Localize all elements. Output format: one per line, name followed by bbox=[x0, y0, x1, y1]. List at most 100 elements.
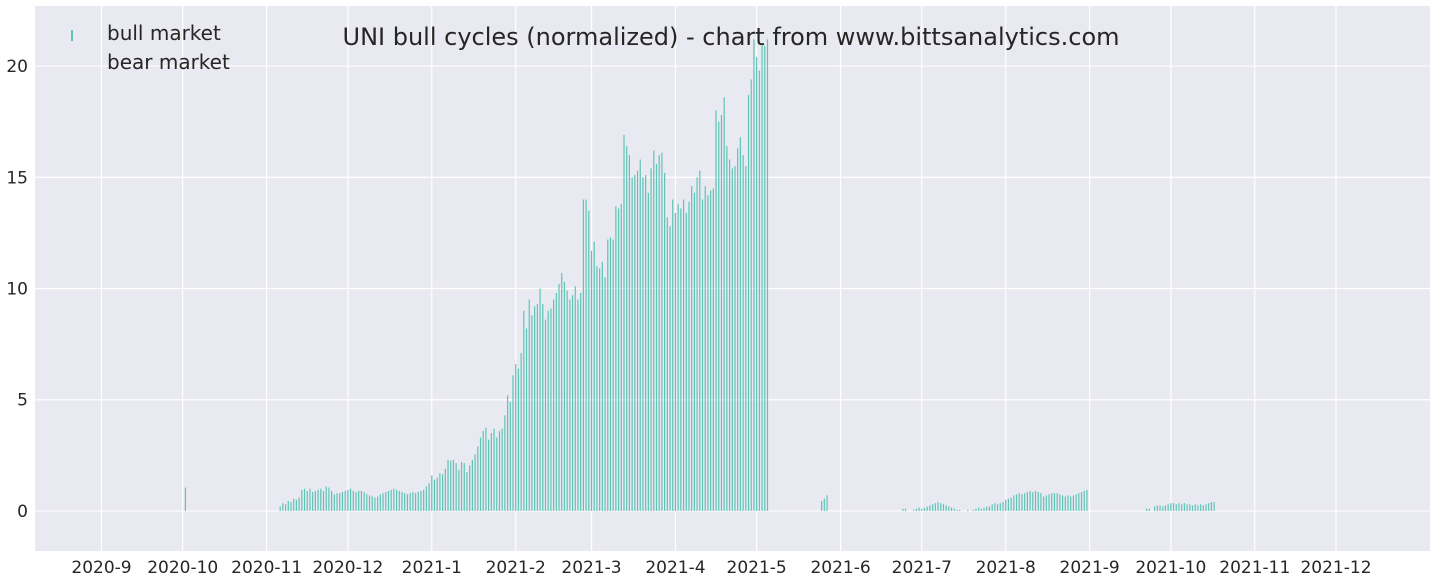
bull-bar bbox=[1159, 505, 1161, 511]
bull-bar bbox=[574, 286, 576, 511]
bull-bar bbox=[918, 507, 920, 511]
bull-bar bbox=[295, 499, 298, 511]
bull-bar bbox=[542, 304, 544, 511]
bull-bar bbox=[377, 496, 379, 511]
bull-bar bbox=[544, 319, 547, 511]
legend-bull-label: bull market bbox=[107, 21, 221, 45]
legend-bear-label: bear market bbox=[107, 50, 230, 74]
bull-bar bbox=[704, 186, 706, 511]
bull-bar bbox=[506, 395, 509, 511]
bull-bar bbox=[1164, 505, 1167, 511]
bull-bar bbox=[471, 459, 473, 511]
bull-bar bbox=[723, 97, 725, 511]
bull-bar bbox=[953, 508, 955, 511]
bull-bar bbox=[466, 472, 468, 511]
bull-bar bbox=[607, 239, 609, 511]
bull-bar bbox=[512, 375, 514, 511]
bull-bar bbox=[547, 310, 549, 511]
x-tick-label: 2020-11 bbox=[231, 558, 302, 578]
bull-bar bbox=[347, 489, 349, 511]
bull-bar bbox=[915, 508, 917, 511]
bull-bar bbox=[536, 304, 538, 511]
bull-bar bbox=[904, 508, 907, 511]
bull-bar bbox=[582, 199, 584, 511]
bull-bar bbox=[636, 170, 639, 511]
bull-bar bbox=[282, 503, 284, 511]
bull-bar bbox=[653, 150, 655, 511]
bull-bar bbox=[496, 437, 498, 511]
bull-bar bbox=[821, 500, 823, 511]
bull-bar bbox=[1007, 498, 1010, 511]
bull-bar bbox=[1053, 493, 1056, 511]
bull-bar bbox=[412, 492, 414, 511]
bull-bar bbox=[950, 507, 953, 511]
bull-bar bbox=[988, 506, 991, 511]
bull-bar bbox=[1172, 503, 1175, 511]
bull-bar bbox=[620, 203, 622, 511]
bull-bar bbox=[352, 490, 354, 511]
bull-bar bbox=[458, 469, 460, 511]
bull-bar bbox=[932, 504, 934, 511]
bull-bar bbox=[423, 489, 425, 511]
bull-bar bbox=[184, 487, 187, 511]
bull-bar bbox=[937, 502, 939, 511]
bull-bar bbox=[929, 505, 931, 511]
bull-bar bbox=[395, 489, 398, 511]
bull-bar bbox=[626, 146, 628, 511]
bull-bar bbox=[645, 175, 647, 511]
bull-bar bbox=[731, 168, 733, 511]
bull-bar bbox=[664, 172, 666, 511]
bull-bar bbox=[623, 135, 625, 511]
bull-bar bbox=[314, 490, 316, 511]
bull-bar bbox=[482, 430, 484, 511]
bull-bar bbox=[585, 199, 587, 511]
bull-bar bbox=[414, 493, 417, 511]
bull-bar bbox=[997, 504, 999, 511]
bull-bar bbox=[523, 310, 525, 511]
bull-bar bbox=[1034, 490, 1037, 511]
bull-bar bbox=[515, 364, 517, 511]
bull-bar bbox=[1040, 493, 1042, 511]
bull-bar bbox=[1200, 504, 1202, 511]
bull-bar bbox=[303, 488, 306, 511]
y-tick-label: 15 bbox=[6, 168, 28, 188]
bull-bar bbox=[420, 490, 422, 511]
bull-bar bbox=[558, 284, 560, 511]
y-tick-label: 10 bbox=[6, 280, 28, 300]
bull-market-bars bbox=[184, 39, 1215, 511]
bull-bar bbox=[1083, 490, 1085, 511]
bull-bar bbox=[1051, 493, 1053, 511]
bull-bar bbox=[707, 195, 709, 511]
bull-bar bbox=[563, 281, 566, 511]
bull-bar bbox=[674, 212, 677, 511]
bull-bar bbox=[756, 57, 758, 511]
bull-bar bbox=[490, 433, 492, 511]
bull-bar bbox=[761, 43, 763, 511]
bull-bar bbox=[745, 166, 747, 511]
bull-bar bbox=[517, 368, 520, 511]
bull-bar bbox=[1080, 492, 1083, 511]
bull-bar bbox=[923, 507, 926, 511]
legend-bull-marker bbox=[71, 30, 73, 41]
bull-bar bbox=[593, 241, 595, 511]
x-tick-label: 2021-7 bbox=[892, 558, 952, 578]
bull-bar bbox=[1026, 492, 1028, 511]
bull-bar bbox=[433, 479, 436, 511]
bull-bar bbox=[358, 490, 360, 511]
bull-bar bbox=[1061, 495, 1064, 511]
bull-bar bbox=[1156, 505, 1158, 511]
bull-bar bbox=[753, 39, 755, 511]
bull-bar bbox=[590, 250, 593, 511]
bull-bar bbox=[634, 175, 636, 511]
bull-bar bbox=[647, 192, 649, 511]
bull-bar bbox=[404, 493, 406, 511]
bull-bar bbox=[293, 498, 295, 511]
bull-bar bbox=[398, 490, 400, 511]
x-tick-label: 2020-10 bbox=[147, 558, 218, 578]
x-tick-label: 2021-9 bbox=[1060, 558, 1120, 578]
bull-bar bbox=[1186, 504, 1188, 511]
x-tick-label: 2021-8 bbox=[976, 558, 1036, 578]
bull-bar bbox=[1197, 505, 1199, 511]
bull-bar bbox=[691, 186, 693, 511]
